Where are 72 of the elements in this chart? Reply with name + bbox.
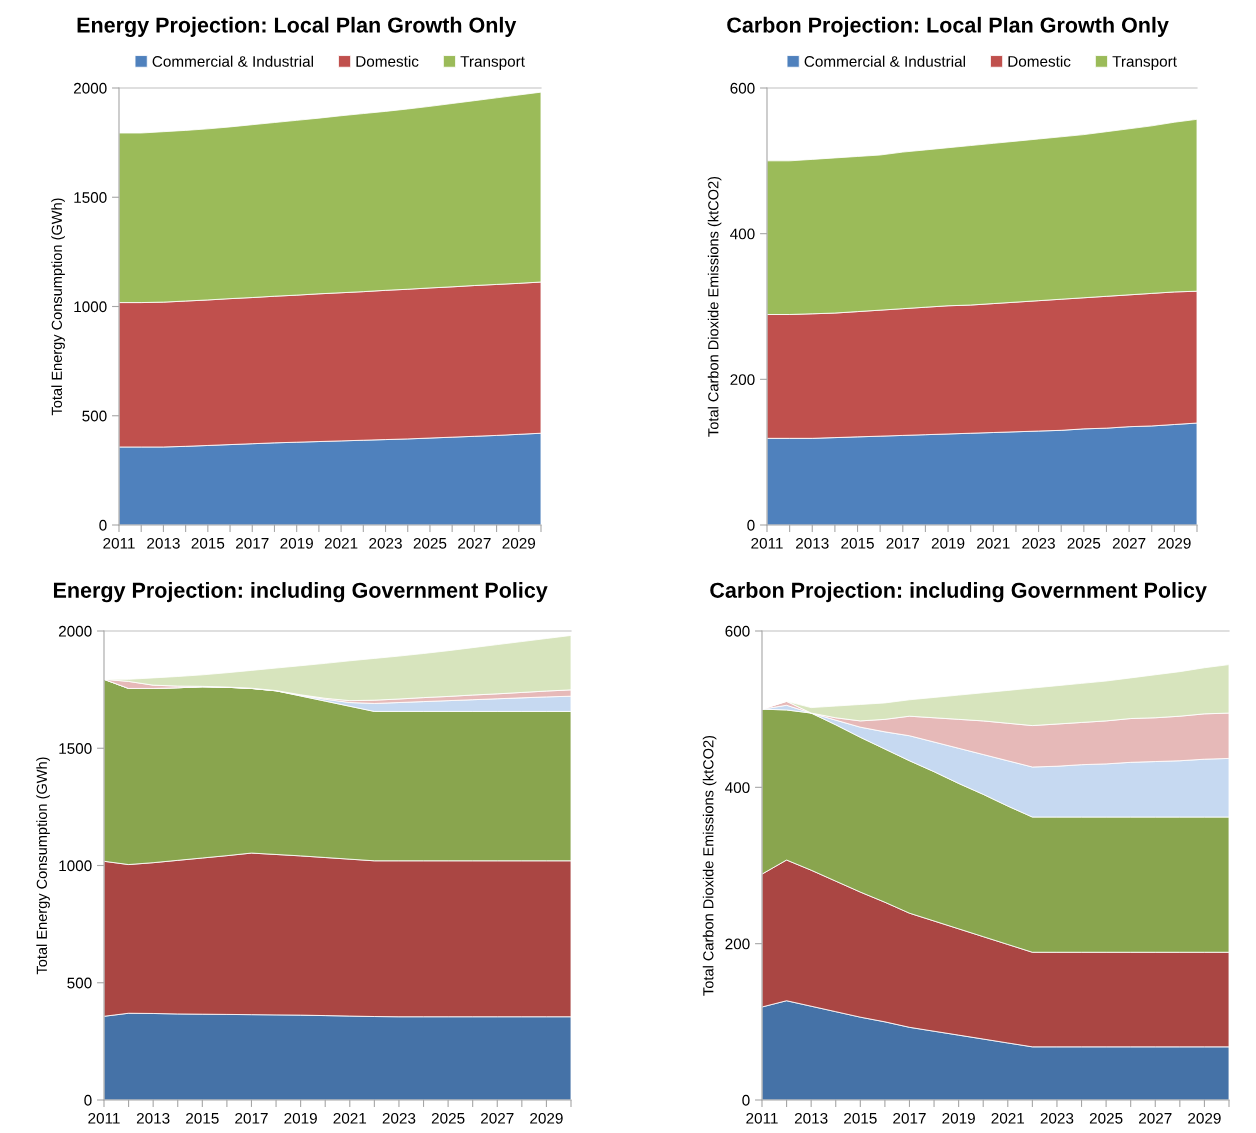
x-tick-label: 2027 bbox=[1139, 1112, 1172, 1124]
y-tick-label: 0 bbox=[747, 519, 755, 531]
y-tick-label: 2000 bbox=[58, 625, 92, 637]
chart-title: Carbon Projection: Local Plan Growth Only bbox=[727, 16, 1169, 37]
x-tick-label: 2011 bbox=[88, 1112, 120, 1124]
chart-title: Energy Projection: Local Plan Growth Only bbox=[77, 16, 517, 38]
x-tick-label: 2023 bbox=[369, 537, 402, 549]
y-tick-label: 0 bbox=[99, 519, 107, 531]
x-tick-label: 2027 bbox=[481, 1112, 514, 1124]
y-tick-label: 0 bbox=[742, 1094, 750, 1106]
x-tick-label: 2021 bbox=[333, 1112, 367, 1124]
x-tick-label: 2015 bbox=[186, 1112, 219, 1124]
y-tick-label: 200 bbox=[730, 374, 755, 386]
x-tick-label: 2025 bbox=[1089, 1112, 1123, 1124]
y-tick-label: 500 bbox=[82, 410, 107, 422]
x-tick-label: 2011 bbox=[751, 537, 783, 549]
y-tick-label: 1000 bbox=[74, 301, 107, 313]
x-tick-label: 2013 bbox=[147, 537, 180, 549]
x-tick-label: 2021 bbox=[991, 1112, 1025, 1124]
x-tick-label: 2029 bbox=[1188, 1112, 1221, 1124]
y-tick-label: 0 bbox=[84, 1094, 92, 1106]
x-tick-label: 2029 bbox=[502, 537, 536, 549]
x-tick-label: 2015 bbox=[841, 537, 874, 549]
legend-label: Transport bbox=[460, 56, 525, 70]
y-tick-label: 1000 bbox=[59, 860, 92, 872]
chart-title: Energy Projection: including Government Policy bbox=[53, 582, 548, 603]
legend-label: Transport bbox=[1112, 56, 1177, 70]
x-tick-label: 2019 bbox=[284, 1112, 317, 1124]
x-tick-label: 2023 bbox=[1040, 1112, 1074, 1124]
x-tick-label: 2025 bbox=[431, 1112, 465, 1124]
y-axis-title: Total Energy Consumption (GWh) bbox=[36, 757, 50, 975]
x-tick-label: 2017 bbox=[236, 537, 269, 549]
chart-title: Carbon Projection: including Government Policy bbox=[710, 582, 1207, 603]
y-tick-label: 2000 bbox=[73, 82, 107, 94]
y-tick-label: 500 bbox=[67, 977, 92, 989]
x-tick-label: 2013 bbox=[794, 1112, 828, 1124]
x-tick-label: 2021 bbox=[324, 537, 358, 549]
x-tick-label: 2013 bbox=[136, 1112, 170, 1124]
y-tick-label: 200 bbox=[725, 938, 750, 950]
y-tick-label: 1500 bbox=[59, 743, 92, 754]
y-axis-title: Total Energy Consumption (GWh) bbox=[51, 198, 65, 416]
y-tick-label: 1500 bbox=[74, 192, 107, 203]
x-tick-label: 2029 bbox=[1158, 537, 1191, 549]
x-tick-label: 2021 bbox=[977, 537, 1010, 549]
x-tick-label: 2027 bbox=[1112, 537, 1146, 549]
x-tick-label: 2029 bbox=[530, 1112, 563, 1124]
legend-label: Domestic bbox=[356, 55, 419, 67]
y-tick-label: 400 bbox=[730, 228, 755, 240]
x-tick-label: 2011 bbox=[103, 537, 135, 549]
y-tick-label: 400 bbox=[725, 782, 750, 794]
y-axis-title: Total Carbon Dioxide Emissions (ktCO2) bbox=[702, 735, 717, 996]
x-tick-label: 2017 bbox=[886, 537, 920, 549]
x-tick-label: 2019 bbox=[942, 1112, 975, 1124]
x-tick-label: 2013 bbox=[796, 537, 829, 549]
x-tick-label: 2023 bbox=[1022, 537, 1055, 549]
legend-label: Commercial & Industrial bbox=[804, 55, 965, 67]
legend-label: Commercial & Industrial bbox=[152, 55, 313, 67]
y-axis-title: Total Carbon Dioxide Emissions (ktCO2) bbox=[707, 176, 722, 437]
x-tick-label: 2015 bbox=[844, 1112, 877, 1124]
x-tick-label: 2011 bbox=[746, 1112, 778, 1124]
x-tick-label: 2023 bbox=[382, 1112, 416, 1124]
y-tick-label: 600 bbox=[730, 82, 755, 94]
legend-label: Domestic bbox=[1008, 55, 1071, 67]
x-tick-label: 2025 bbox=[1067, 537, 1101, 549]
x-tick-label: 2017 bbox=[235, 1112, 268, 1124]
x-tick-label: 2015 bbox=[191, 537, 225, 549]
x-tick-label: 2017 bbox=[893, 1112, 926, 1124]
x-tick-label: 2027 bbox=[458, 537, 491, 549]
y-tick-label: 600 bbox=[725, 625, 750, 637]
x-tick-label: 2019 bbox=[931, 537, 965, 549]
x-tick-label: 2019 bbox=[280, 537, 313, 549]
x-tick-label: 2025 bbox=[413, 537, 447, 549]
